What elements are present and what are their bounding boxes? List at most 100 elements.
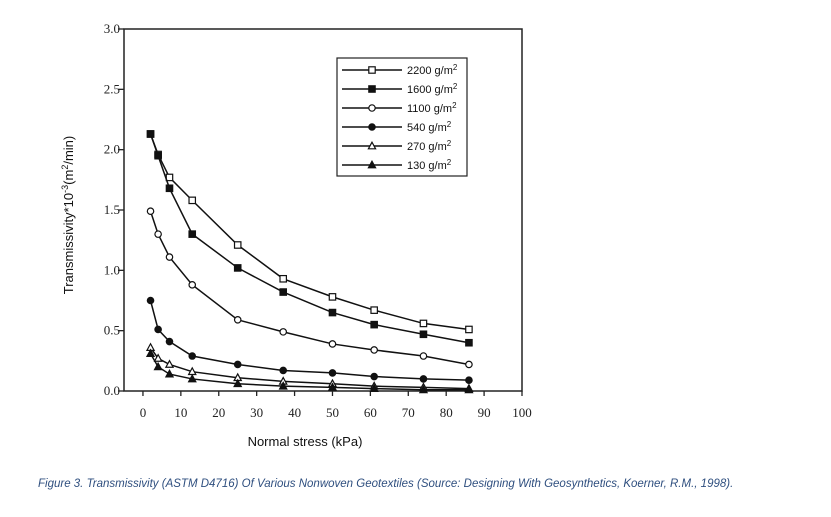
data-point (145, 348, 156, 357)
legend-label-superscript: 2 (453, 82, 458, 91)
series-line (149, 133, 470, 331)
data-point (464, 384, 474, 394)
data-point (164, 369, 175, 378)
data-point (369, 383, 379, 392)
legend-label-superscript: 2 (452, 101, 457, 110)
data-point (153, 361, 163, 371)
y-axis-title-main: Transmissivity*10 (61, 193, 76, 294)
data-point (419, 352, 428, 360)
y-tick-label: 1.0 (104, 262, 120, 277)
legend-label-superscript: 2 (447, 120, 452, 129)
legend-label-superscript: 2 (447, 139, 452, 148)
y-axis-title-unit-open: (m (61, 170, 76, 185)
data-point (154, 325, 162, 334)
data-point (278, 381, 288, 390)
figure-caption: Figure 3. Transmissivity (ASTM D4716) Of… (38, 478, 734, 490)
x-tick-label: 10 (174, 405, 187, 420)
transmissivity-chart: 0.0 0.5 1.0 1.5 2.0 2.5 3.0 0 10 20 30 40 50 60 70 80 9… (60, 21, 532, 449)
data-point (188, 352, 197, 360)
x-tick-label: 20 (212, 405, 225, 420)
data-point (279, 288, 288, 296)
data-point (233, 316, 242, 324)
legend-marker (367, 159, 377, 169)
legend-label: 2200 g/m2 (407, 63, 458, 77)
x-tick-label: 70 (402, 405, 415, 420)
legend-label-text: 2200 g/m (407, 65, 453, 77)
legend-label-text: 1600 g/m (407, 84, 453, 96)
series-line (149, 347, 469, 390)
data-point (154, 151, 162, 160)
data-point (164, 359, 175, 368)
series-3 (146, 296, 473, 384)
legend-label: 270 g/m2 (407, 139, 452, 153)
y-tick-label: 2.5 (104, 81, 120, 96)
data-point (233, 378, 243, 388)
series-layer (145, 130, 474, 394)
data-point (328, 308, 337, 317)
data-point (418, 384, 429, 394)
data-point (465, 360, 473, 369)
data-point (419, 375, 428, 383)
x-tick-label: 40 (288, 405, 301, 420)
legend-entry: 270 g/m2 (342, 139, 452, 153)
data-point (327, 382, 338, 391)
data-point (188, 281, 197, 289)
data-point (279, 274, 288, 283)
y-tick-label: 2.0 (104, 142, 120, 157)
series-2 (146, 207, 473, 369)
data-point (233, 264, 242, 272)
data-point (279, 366, 288, 375)
y-tick-label: 0.5 (104, 323, 120, 338)
y-axis-title-unit-exponent: 2 (60, 165, 70, 170)
legend-label: 1100 g/m2 (407, 101, 457, 115)
series-line (149, 133, 470, 344)
x-tick-label: 50 (326, 405, 339, 420)
legend-label-text: 270 g/m (407, 141, 447, 153)
legend-box (336, 57, 468, 177)
series-5 (145, 348, 474, 394)
legend-label-text: 540 g/m (407, 122, 447, 134)
data-point (279, 328, 288, 336)
legend-marker (368, 85, 376, 93)
x-tick-label: 100 (512, 405, 532, 420)
x-tick-label: 30 (250, 405, 263, 420)
legend-label-text: 1100 g/m (407, 103, 452, 115)
legend-entry: 130 g/m2 (342, 158, 452, 172)
data-point (419, 330, 428, 339)
legend-entry: 540 g/m2 (342, 120, 452, 134)
data-point (328, 293, 337, 301)
data-point (465, 325, 473, 334)
legend-marker (368, 104, 376, 112)
y-axis-title-unit-close: /min) (61, 136, 76, 165)
x-tick-label: 60 (364, 405, 377, 420)
x-tick-label: 0 (140, 405, 147, 420)
data-point (153, 353, 163, 362)
data-point (165, 337, 174, 346)
data-point (328, 340, 337, 348)
y-axis-title: Transmissivity*10-3(m2/min) (60, 136, 76, 294)
data-point (165, 253, 174, 261)
y-tick-label: 3.0 (104, 21, 120, 36)
data-point (188, 196, 197, 205)
y-tick-label: 0.0 (104, 383, 120, 398)
data-point (370, 320, 378, 329)
x-axis-title: Normal stress (kPa) (248, 434, 363, 449)
y-tick-label: 1.5 (104, 202, 120, 217)
data-point (465, 376, 473, 384)
data-point (233, 241, 242, 249)
data-point (370, 346, 378, 354)
legend-marker (368, 66, 376, 74)
data-point (370, 372, 378, 381)
data-point (419, 319, 428, 328)
legend-label: 1600 g/m2 (407, 82, 458, 96)
legend-label-text: 130 g/m (407, 160, 447, 172)
data-point (154, 230, 162, 238)
legend-marker (367, 140, 377, 150)
legend-marker (368, 123, 376, 131)
y-axis: 0.0 0.5 1.0 1.5 2.0 2.5 3.0 (104, 21, 124, 398)
data-point (188, 230, 197, 238)
legend-label: 130 g/m2 (407, 158, 452, 172)
legend-entry: 1600 g/m2 (342, 82, 458, 96)
